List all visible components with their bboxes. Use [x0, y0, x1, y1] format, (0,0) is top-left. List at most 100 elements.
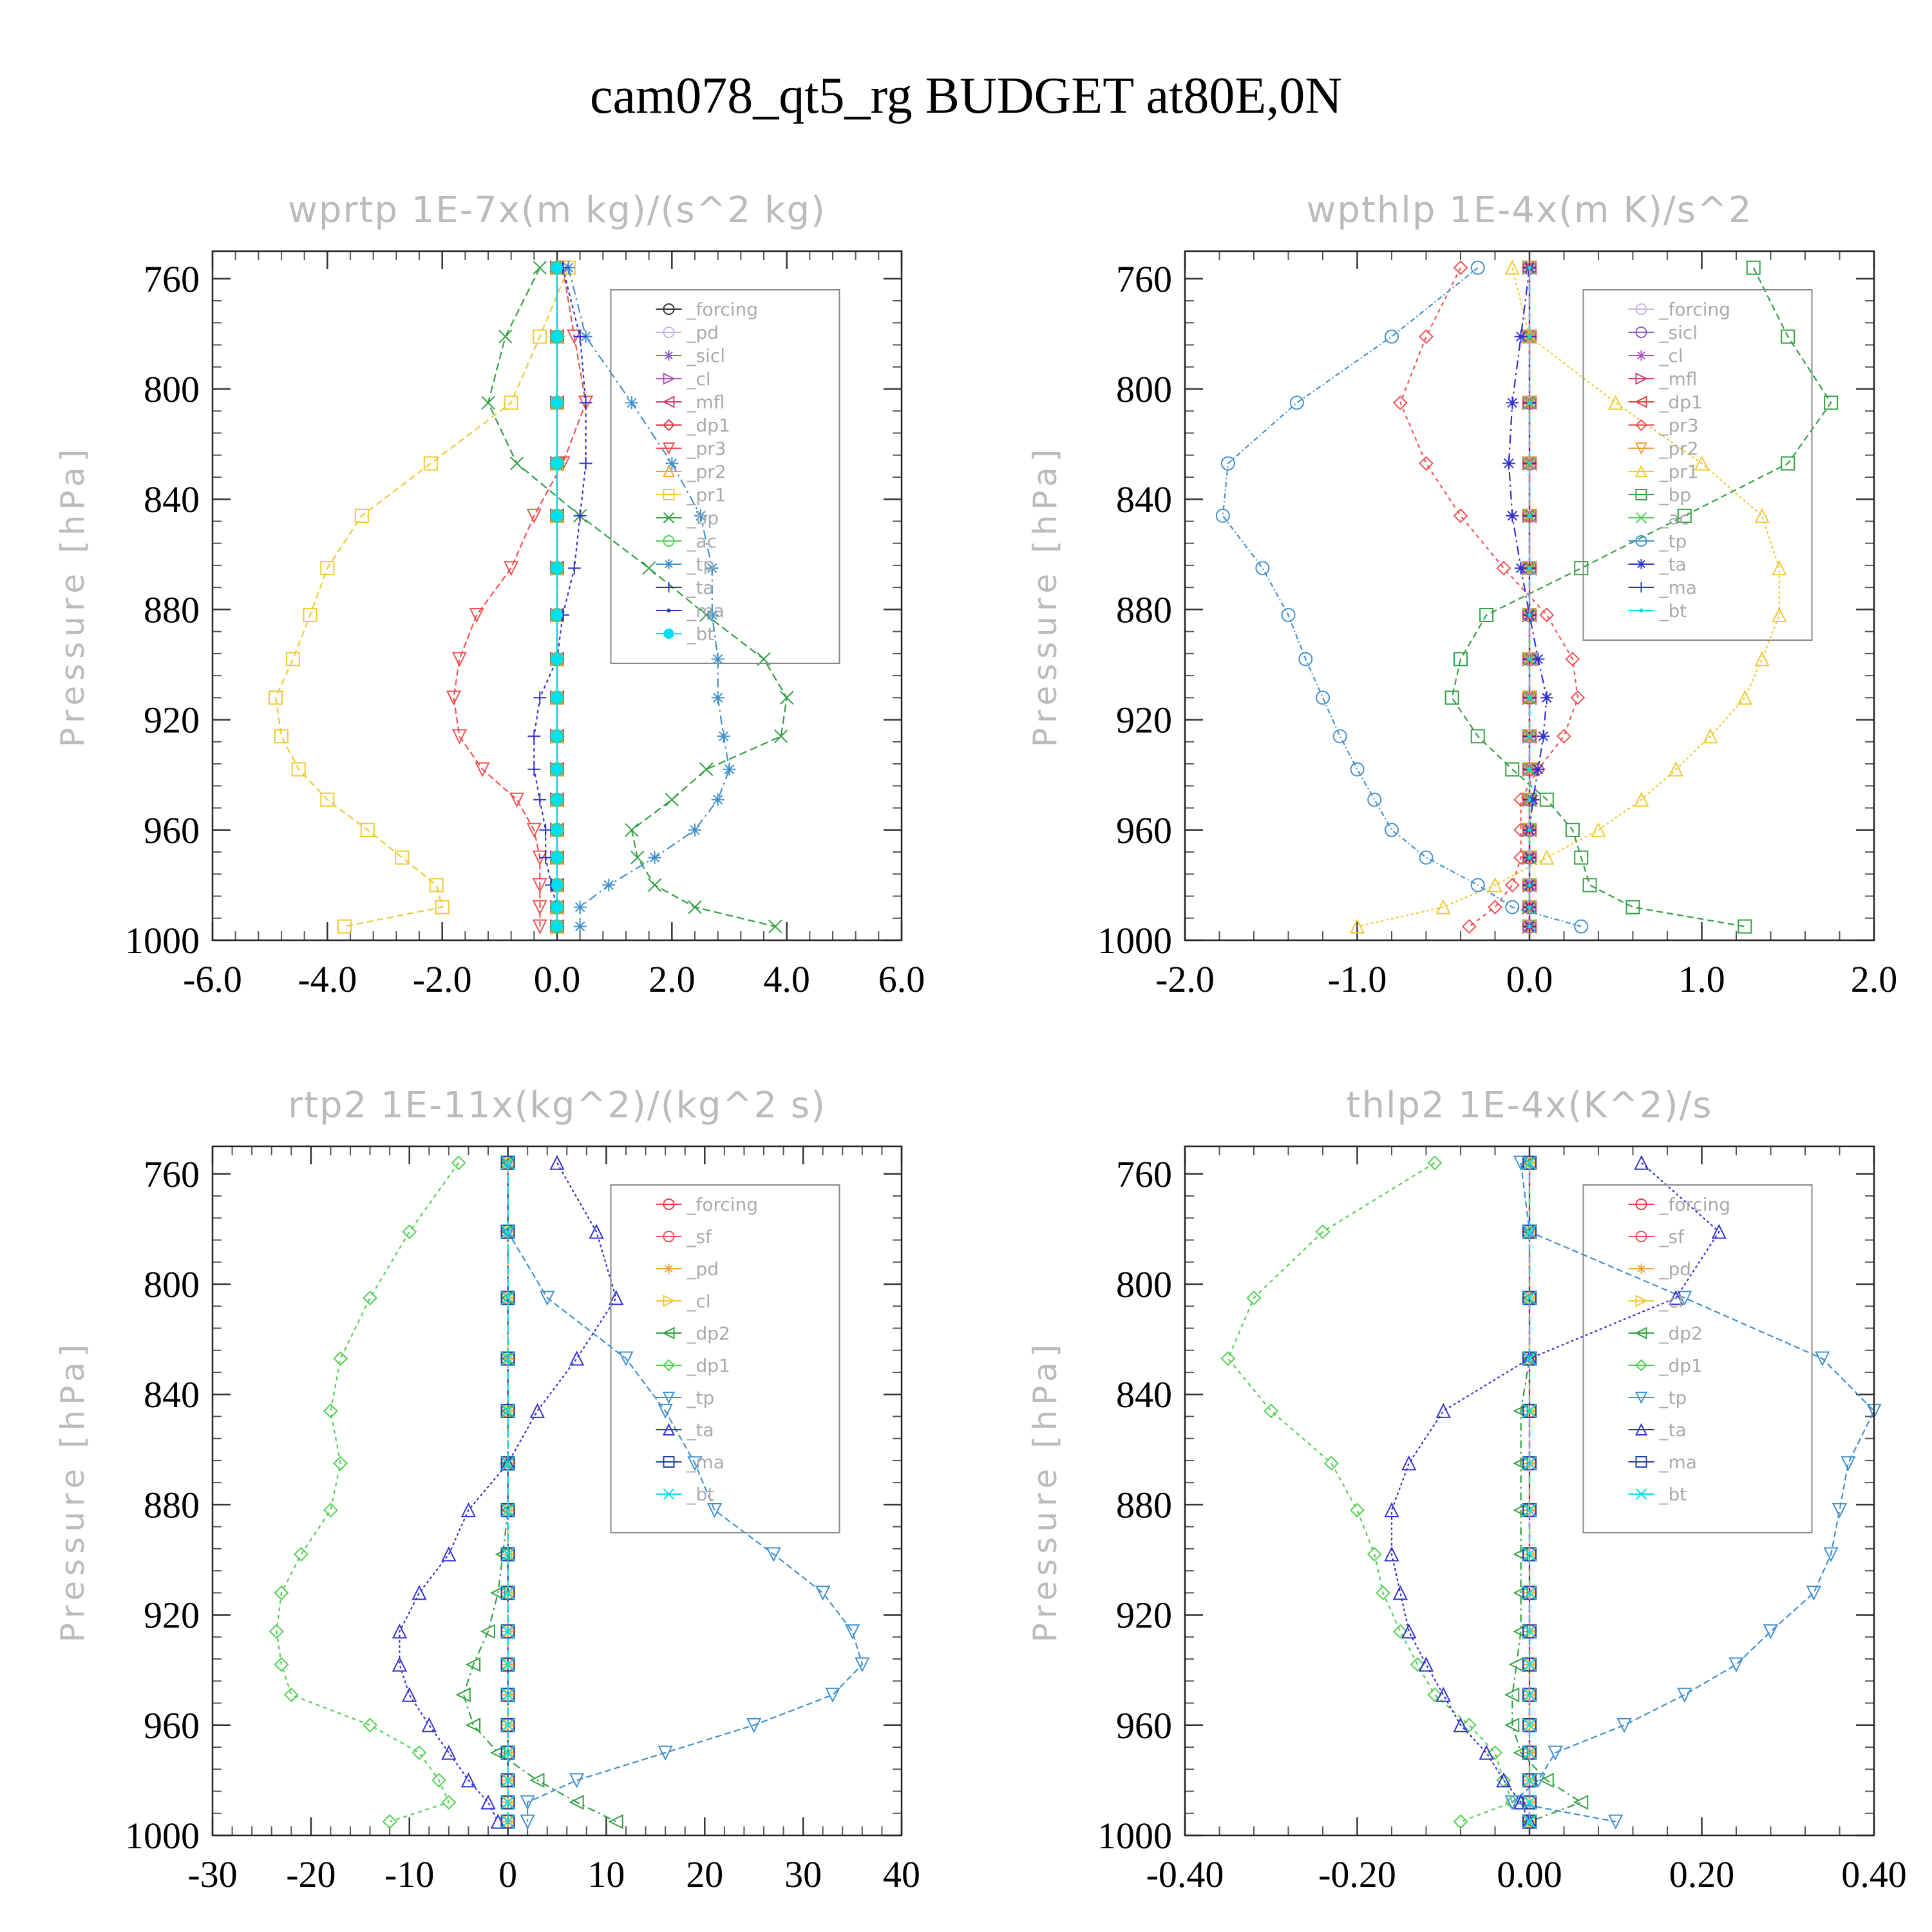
- legend-entry: _sf: [656, 1226, 712, 1247]
- y-tick-label: 960: [1116, 810, 1172, 851]
- legend-entry: _sicl: [1628, 322, 1698, 343]
- data-point: [1427, 1155, 1443, 1171]
- data-point: [1315, 1224, 1331, 1240]
- data-point: [421, 1717, 437, 1732]
- data-point: [451, 729, 468, 744]
- data-point: [1522, 1404, 1537, 1418]
- data-point: [1522, 1688, 1537, 1702]
- legend-label: _ma: [687, 1452, 724, 1473]
- legend-label: _forcing: [687, 299, 759, 320]
- data-point: [1841, 1456, 1856, 1472]
- data-point: [551, 509, 563, 522]
- data-point: [551, 901, 563, 913]
- y-tick-label: 880: [1116, 589, 1172, 630]
- data-point: [717, 730, 730, 743]
- data-point: [1668, 1290, 1683, 1305]
- legend-label: _ac: [1659, 507, 1690, 529]
- y-tick-label: 760: [144, 258, 200, 300]
- data-point: [480, 1794, 496, 1810]
- data-point: [1349, 918, 1365, 934]
- legend-label: _dp2: [1659, 1323, 1703, 1344]
- data-point: [269, 690, 283, 705]
- data-point: [1582, 878, 1597, 893]
- data-point: [1754, 651, 1770, 667]
- data-point: [1530, 1773, 1546, 1788]
- data-point: [1384, 1502, 1399, 1517]
- legend-entry: _cl: [656, 368, 711, 390]
- y-tick-label: 920: [144, 1595, 200, 1636]
- data-point: [1528, 657, 1531, 661]
- y-tick-label: 1000: [125, 920, 200, 961]
- data-point: [435, 900, 450, 914]
- data-point: [412, 1745, 427, 1761]
- legend-entry: _dp2: [656, 1323, 730, 1344]
- legend-entry: _pr1: [656, 484, 726, 506]
- y-tick-label: 1000: [1097, 1815, 1172, 1857]
- data-point: [1522, 1586, 1537, 1600]
- data-point: [779, 690, 794, 705]
- data-point: [625, 823, 639, 837]
- data-point: [602, 878, 616, 892]
- data-point: [303, 607, 317, 622]
- plot-frame: [211, 250, 903, 942]
- data-point: [1677, 1687, 1692, 1703]
- data-point: [768, 919, 782, 934]
- data-point: [509, 456, 524, 471]
- data-point: [1528, 883, 1531, 887]
- x-tick-label: 2.0: [649, 958, 696, 1000]
- data-point: [1528, 334, 1531, 339]
- data-point: [533, 329, 547, 344]
- data-point: [1496, 1772, 1511, 1788]
- y-tick-label: 1000: [125, 1815, 200, 1857]
- legend-entry: _bt: [656, 1484, 714, 1505]
- data-point: [500, 1624, 515, 1639]
- legend-label: _dp2: [687, 1323, 730, 1344]
- data-point: [1506, 509, 1519, 522]
- data-point: [694, 509, 707, 522]
- data-point: [569, 1795, 584, 1810]
- series-line: [399, 1162, 617, 1823]
- data-point: [1728, 1657, 1744, 1672]
- legend-label: _sicl: [687, 345, 726, 366]
- data-point: [1772, 607, 1787, 622]
- data-point: [529, 1772, 545, 1788]
- x-tick-label: 0.40: [1841, 1853, 1907, 1895]
- data-point: [360, 822, 375, 837]
- data-point: [504, 561, 519, 576]
- data-point: [1298, 652, 1313, 667]
- data-point: [1677, 508, 1692, 523]
- data-point: [412, 1585, 427, 1600]
- legend-entry: _ta: [656, 1419, 714, 1441]
- data-point: [1392, 1624, 1408, 1639]
- data-point: [1435, 899, 1451, 914]
- data-point: [1461, 1718, 1477, 1733]
- legend-label: _bt: [687, 623, 715, 645]
- x-tick-label: 40: [883, 1853, 920, 1895]
- data-point: [500, 1773, 515, 1788]
- data-point: [1220, 456, 1235, 471]
- legend-label: _tp: [1659, 531, 1687, 552]
- data-point: [711, 793, 724, 806]
- data-point: [539, 851, 553, 864]
- data-point: [1453, 260, 1468, 276]
- series-dp1: [1220, 1155, 1520, 1830]
- data-point: [294, 1547, 308, 1562]
- x-tick-label: 2.0: [1851, 958, 1898, 1000]
- data-point: [1565, 822, 1580, 837]
- data-point: [549, 1155, 565, 1170]
- data-point: [711, 691, 724, 705]
- data-point: [665, 793, 679, 807]
- data-point: [1703, 728, 1718, 744]
- data-point: [630, 850, 645, 865]
- data-point: [1634, 791, 1649, 807]
- data-point: [533, 691, 547, 705]
- data-point: [441, 1546, 457, 1562]
- data-point: [500, 1403, 515, 1418]
- series-line: [1227, 1162, 1513, 1823]
- data-point: [500, 1586, 515, 1600]
- y-tick-label: 800: [144, 1264, 200, 1305]
- data-point: [1513, 1745, 1528, 1761]
- data-point: [746, 1718, 762, 1734]
- data-point: [618, 1351, 634, 1367]
